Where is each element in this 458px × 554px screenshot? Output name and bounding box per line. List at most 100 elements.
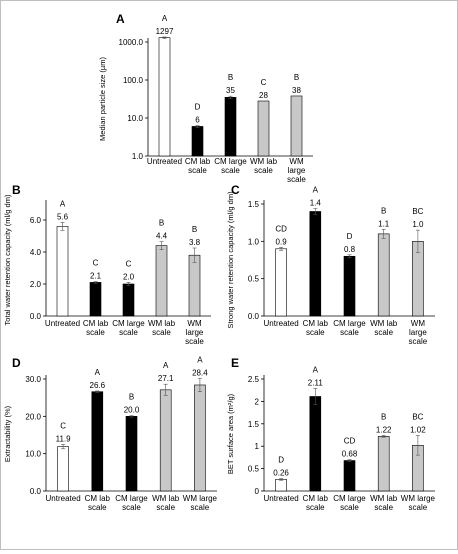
significance-letter: A <box>313 185 319 194</box>
x-tick-label: scale <box>86 328 105 337</box>
bar-cm <box>91 391 104 492</box>
significance-letter: B <box>159 219 164 228</box>
data-label: 2.11 <box>308 378 324 387</box>
significance-letter: BC <box>412 412 423 421</box>
significance-letter: D <box>278 455 284 464</box>
bar-cm <box>343 460 356 492</box>
data-label: 28 <box>259 91 268 100</box>
x-tick-label: scale <box>409 337 428 346</box>
data-label: 2.0 <box>123 272 135 281</box>
bar-untreated <box>57 446 69 492</box>
y-tick-label: 10.0 <box>25 450 41 459</box>
significance-letter: C <box>126 259 132 268</box>
bar-wm <box>155 245 168 317</box>
y-tick-label: 1.0 <box>132 152 144 161</box>
bar-cm <box>125 416 138 492</box>
significance-letter: D <box>195 103 201 112</box>
x-tick-label: scale <box>287 175 306 184</box>
data-label: 1.1 <box>378 219 390 228</box>
x-tick-label: WM <box>289 157 304 166</box>
data-label: 0.26 <box>273 468 289 477</box>
y-tick-label: 6.0 <box>30 216 42 225</box>
x-tick-label: WM lab <box>250 157 278 166</box>
x-tick-label: WM large <box>183 494 218 503</box>
data-label: 1.02 <box>410 425 426 434</box>
y-tick-label: 0.5 <box>248 465 260 474</box>
y-tick-label: 0.5 <box>248 275 260 284</box>
panel-a: A Median particle size (µm) 1.0 10.0 100.0 10… <box>98 12 313 184</box>
x-tick-label: large <box>186 328 204 337</box>
significance-letter: BC <box>412 207 423 216</box>
x-tick-label: WM lab <box>148 319 176 328</box>
x-tick-label: scale <box>306 503 325 512</box>
panel-letter: D <box>12 356 21 370</box>
significance-letter: B <box>381 412 386 421</box>
x-tick-label: scale <box>119 328 138 337</box>
significance-letter: A <box>163 361 169 370</box>
x-tick-label: scale <box>254 166 273 175</box>
significance-letter: D <box>347 232 353 241</box>
y-tick-label: 1.0 <box>248 237 260 246</box>
x-tick-label: CM lab <box>303 494 329 503</box>
significance-letter: C <box>93 259 99 268</box>
significance-letter: C <box>60 421 66 430</box>
x-tick-label: CM large <box>333 319 366 328</box>
x-tick-label: CM large <box>112 319 145 328</box>
data-label: 1.0 <box>412 220 424 229</box>
bar-wm <box>188 254 201 317</box>
data-label: 35 <box>226 86 235 95</box>
y-tick-label: 1 <box>255 442 260 451</box>
x-tick-label: WM <box>411 319 426 328</box>
y-tick-label: 4.0 <box>30 248 42 257</box>
data-label: 38 <box>292 86 301 95</box>
panel-b: B Total water retention capacity (ml/g dm… <box>3 183 211 346</box>
significance-letter: C <box>261 78 267 87</box>
y-axis-label: Total water retention capacity (ml/g dm) <box>3 194 12 325</box>
y-tick-label: 0.0 <box>30 312 42 321</box>
x-tick-label: Untreated <box>147 157 182 166</box>
x-tick-label: CM large <box>214 157 247 166</box>
x-tick-label: Untreated <box>264 319 299 328</box>
x-tick-label: scale <box>88 503 107 512</box>
x-tick-label: scale <box>409 503 428 512</box>
data-label: 27.1 <box>158 374 174 383</box>
significance-letter: CD <box>344 437 356 446</box>
y-axis-label: Extractability (%) <box>3 405 12 462</box>
bar-cm <box>343 255 356 317</box>
panel-d: D Extractability (%) 0.0 10.0 20.0 30.0 11.9 C U… <box>3 355 218 512</box>
data-label: 6 <box>195 116 200 125</box>
bar-untreated <box>275 479 287 492</box>
y-axis-label: Median particle size (µm) <box>98 57 107 141</box>
y-tick-label: 2.0 <box>30 280 42 289</box>
y-tick-label: 100.0 <box>123 76 144 85</box>
data-label: 26.6 <box>90 381 106 390</box>
x-tick-label: scale <box>374 328 393 337</box>
x-tick-label: CM lab <box>185 157 211 166</box>
x-tick-label: CM lab <box>303 319 329 328</box>
bar-wm <box>257 100 270 157</box>
panel-e: E BET surface area (m²/g) 0 0.5 1 1.5 2 2.5 0.26… <box>226 356 436 512</box>
x-tick-label: scale <box>122 503 141 512</box>
x-tick-label: CM large <box>333 494 366 503</box>
data-label: 1.22 <box>376 425 392 434</box>
data-label: 0.9 <box>276 237 288 246</box>
significance-letter: B <box>129 393 134 402</box>
significance-letter: B <box>294 73 299 82</box>
x-tick-label: WM lab <box>370 319 398 328</box>
x-tick-label: scale <box>340 503 359 512</box>
significance-letter: B <box>228 73 233 82</box>
y-tick-label: 1.5 <box>248 420 260 429</box>
bar-cm <box>309 211 322 317</box>
x-tick-label: CM large <box>115 494 148 503</box>
x-tick-label: Untreated <box>45 319 80 328</box>
data-label: 2.1 <box>90 272 102 281</box>
y-tick-label: 0.0 <box>248 312 260 321</box>
data-label: 3.8 <box>189 238 201 247</box>
bar-wm <box>290 95 303 157</box>
significance-letter: A <box>162 14 168 23</box>
x-tick-label: large <box>409 328 427 337</box>
significance-letter: A <box>197 355 203 364</box>
panel-letter: A <box>116 12 125 26</box>
